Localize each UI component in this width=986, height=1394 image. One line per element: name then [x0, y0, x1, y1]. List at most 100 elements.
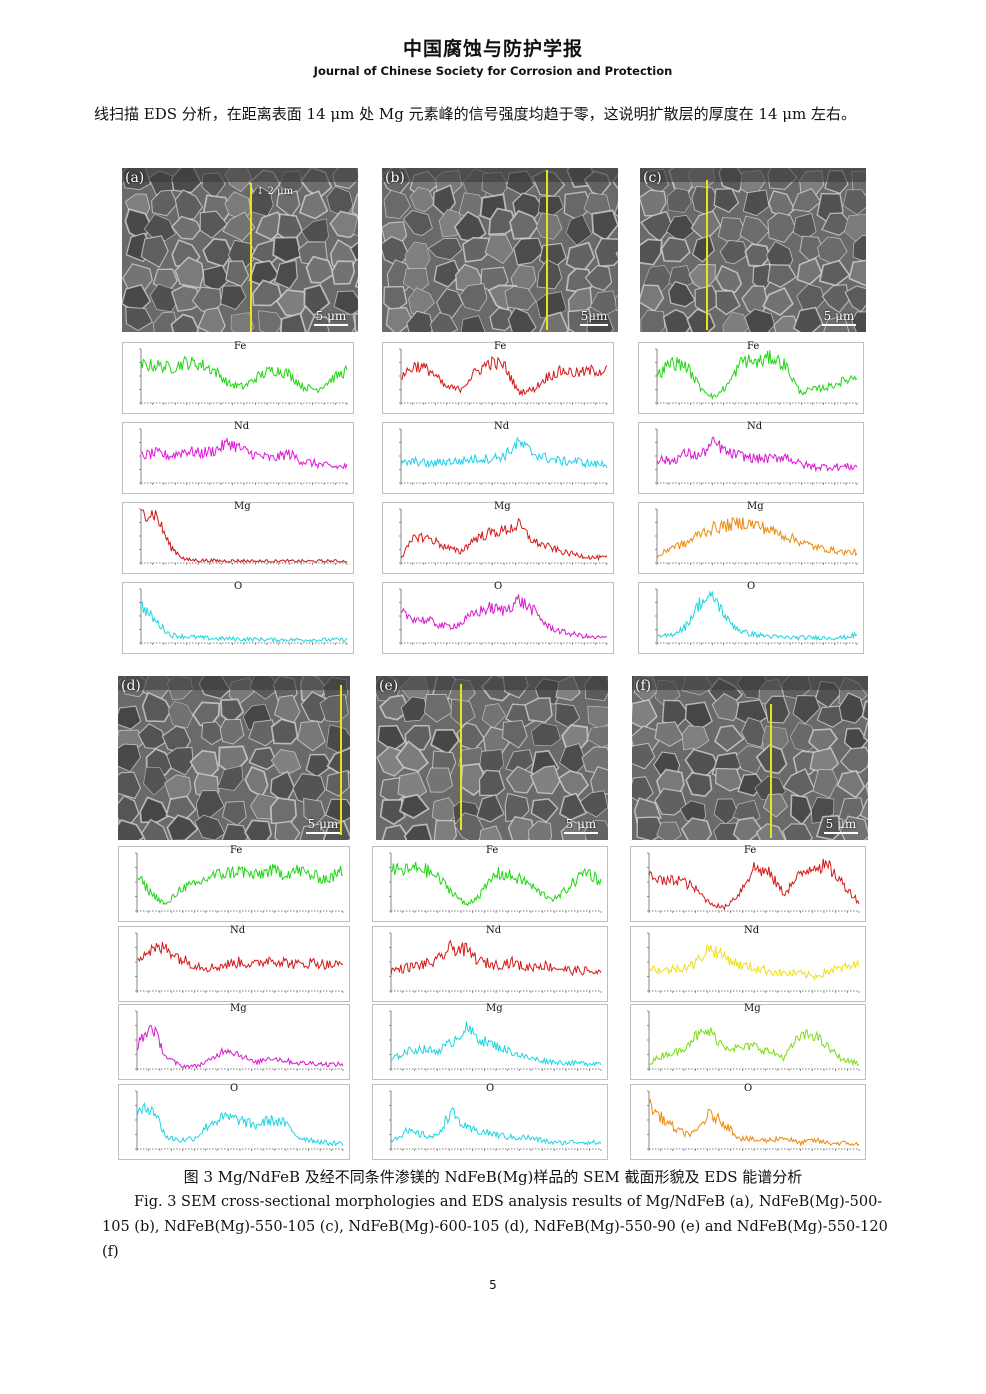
eds-profile-o: O [638, 581, 864, 654]
eds-profile-mg: Mg [118, 1003, 350, 1080]
eds-profile-mg: Mg [630, 1003, 866, 1080]
thickness-annotation: ↕ 2 μm [256, 186, 294, 197]
panel-label: (f) [635, 678, 652, 694]
eds-signal-trace [136, 1024, 344, 1069]
eds-scan-line [250, 183, 252, 332]
journal-title-cn: 中国腐蚀与防护学报 [402, 38, 583, 60]
element-label: Mg [234, 501, 251, 512]
eds-signal-trace [656, 516, 858, 559]
eds-signal-trace [390, 1021, 602, 1067]
element-label: Fe [747, 341, 760, 352]
eds-signal-trace [400, 356, 608, 397]
scale-bar-label: 5μm [580, 309, 608, 323]
element-label: O [486, 1083, 495, 1094]
eds-profile-fe: Fe [630, 845, 866, 922]
element-label: Fe [744, 845, 757, 856]
eds-signal-trace [656, 590, 858, 642]
scale-bar: 5 μm [564, 817, 598, 834]
eds-signal-trace [400, 437, 608, 469]
eds-signal-trace [648, 1098, 860, 1147]
scale-bar: 5 μm [306, 817, 340, 834]
scale-bar-label: 5 μm [823, 309, 855, 323]
eds-profile-fe: Fe [372, 845, 608, 922]
body-paragraph: 线扫描 EDS 分析，在距离表面 14 μm 处 Mg 元素峰的信号强度均趋于零… [94, 105, 857, 123]
sem-image-d: (d) 5 μm [118, 676, 350, 840]
eds-signal-trace [140, 355, 348, 394]
element-label: Mg [744, 1003, 761, 1014]
eds-signal-trace [656, 436, 858, 473]
element-label: Mg [494, 501, 511, 512]
eds-scan-line [770, 704, 772, 838]
eds-profile-nd: Nd [118, 925, 350, 1002]
element-label: O [747, 581, 756, 592]
figure-caption-en: Fig. 3 SEM cross-sectional morphologies … [102, 1194, 888, 1260]
eds-signal-trace [656, 350, 858, 401]
element-label: O [234, 581, 243, 592]
eds-profile-o: O [372, 1083, 608, 1160]
eds-signal-trace [136, 863, 344, 906]
element-label: Fe [234, 341, 247, 352]
sem-image-f: (f) 5 μm [632, 676, 868, 840]
scale-bar: 5 μm [822, 309, 856, 326]
scale-bar-label: 5 μm [307, 817, 339, 831]
eds-signal-trace [141, 509, 347, 563]
sem-image-c: (c) 5 μm [640, 168, 866, 332]
page-number: 5 [489, 1278, 497, 1292]
eds-profile-mg: Mg [382, 501, 614, 574]
scale-bar-label: 5 μm [825, 817, 857, 831]
element-label: Nd [747, 421, 763, 432]
eds-signal-trace [400, 594, 608, 640]
element-label: Nd [234, 421, 250, 432]
element-label: Nd [486, 925, 502, 936]
eds-signal-trace [140, 436, 348, 470]
figure-caption-cn: 图 3 Mg/NdFeB 及经不同条件渗镁的 NdFeB(Mg)样品的 SEM … [183, 1168, 803, 1186]
panel-label: (d) [121, 678, 141, 694]
eds-signal-trace [136, 942, 344, 973]
eds-signal-trace [390, 939, 602, 977]
scale-bar-line [564, 832, 598, 834]
panel-label: (e) [379, 678, 399, 694]
eds-profile-mg: Mg [638, 501, 864, 574]
eds-profile-nd: Nd [638, 421, 864, 494]
element-label: O [494, 581, 503, 592]
element-label: Fe [494, 341, 507, 352]
panel-label: (b) [385, 170, 405, 186]
element-label: Mg [230, 1003, 247, 1014]
element-label: Mg [486, 1003, 503, 1014]
eds-profile-fe: Fe [118, 845, 350, 922]
element-label: Fe [486, 845, 499, 856]
scale-bar-line [314, 324, 348, 326]
scale-bar-line [580, 324, 608, 326]
eds-signal-trace [648, 1027, 860, 1067]
panel-label: (a) [125, 170, 145, 186]
eds-signal-trace [400, 517, 608, 562]
eds-signal-trace [648, 858, 860, 911]
sem-image-e: (e) 5 μm [376, 676, 608, 840]
eds-profile-o: O [630, 1083, 866, 1160]
eds-signal-trace [136, 1101, 344, 1147]
element-label: Fe [230, 845, 243, 856]
scale-bar-label: 5 μm [315, 309, 347, 323]
eds-scan-line [546, 170, 548, 330]
element-label: O [744, 1083, 753, 1094]
eds-scan-line [706, 180, 708, 330]
eds-profile-fe: Fe [382, 341, 614, 414]
eds-signal-trace [140, 600, 348, 643]
eds-profile-o: O [382, 581, 614, 654]
eds-profile-nd: Nd [382, 421, 614, 494]
eds-signal-trace [648, 944, 860, 981]
eds-signal-trace [390, 1107, 602, 1146]
scale-bar-line [824, 832, 858, 834]
scale-bar: 5μm [580, 309, 608, 326]
element-label: Nd [494, 421, 510, 432]
element-label: O [230, 1083, 239, 1094]
eds-profile-o: O [122, 581, 354, 654]
scale-bar-line [306, 832, 340, 834]
scale-bar-label: 5 μm [565, 817, 597, 831]
eds-profile-nd: Nd [630, 925, 866, 1002]
element-label: Nd [230, 925, 246, 936]
sem-image-b: (b) 5μm [382, 168, 618, 332]
eds-profile-mg: Mg [122, 501, 354, 574]
element-label: Nd [744, 925, 760, 936]
eds-profile-fe: Fe [122, 341, 354, 414]
